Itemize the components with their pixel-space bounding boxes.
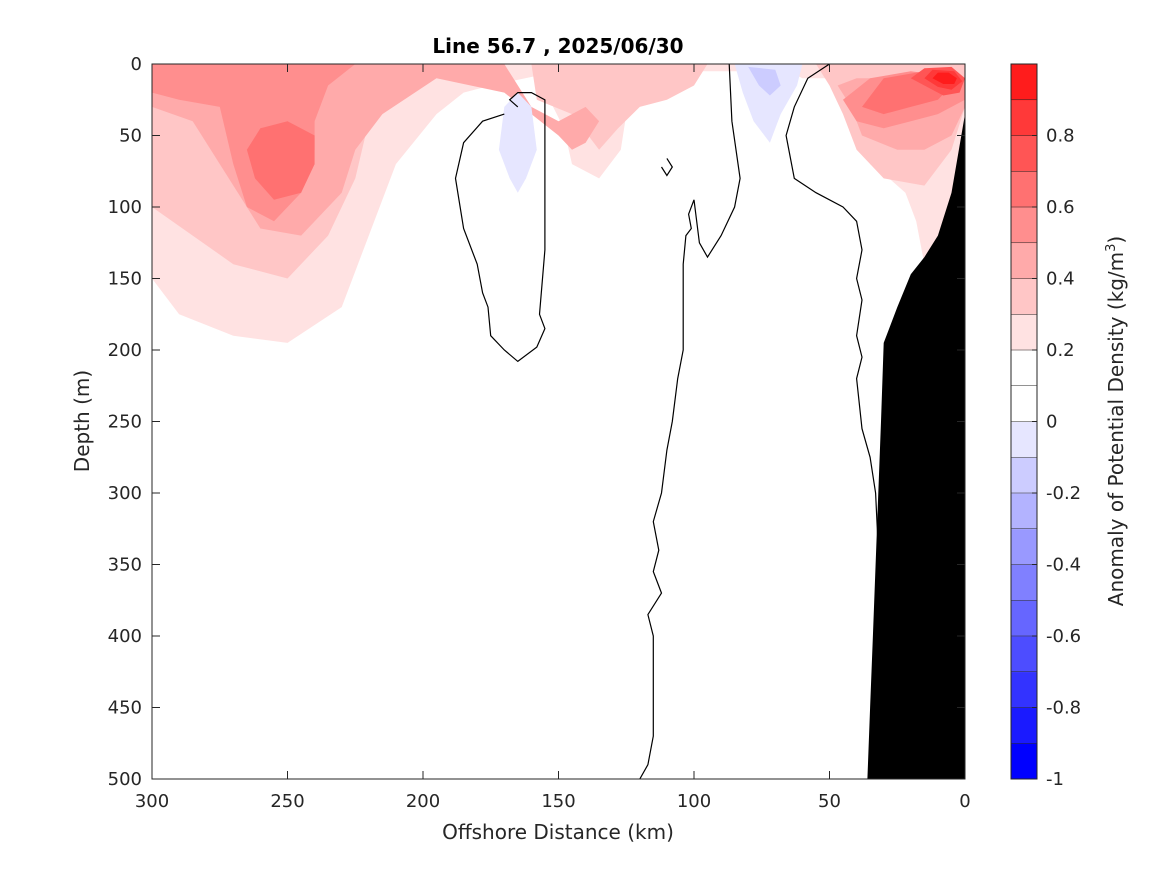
colorbar-segment [1011, 64, 1037, 101]
y-tick-label: 300 [108, 483, 142, 504]
colorbar-label-close: ) [1104, 236, 1128, 244]
colorbar-segment [1011, 421, 1037, 458]
colorbar-segment [1011, 707, 1037, 744]
x-axis-ticks: 300 250 200 150 100 50 0 [135, 64, 971, 812]
y-tick-label: 100 [108, 197, 142, 218]
y-tick-label: 200 [108, 340, 142, 361]
y-axis-label: Depth (m) [70, 370, 94, 472]
colorbar-segment [1011, 350, 1037, 387]
x-axis-label: Offshore Distance (km) [442, 820, 674, 844]
contour-fills [152, 64, 965, 615]
chart-title: Line 56.7 , 2025/06/30 [432, 34, 683, 58]
colorbar-segment [1011, 493, 1037, 530]
y-tick-label: 500 [108, 769, 142, 790]
y-tick-label: 50 [119, 126, 142, 147]
zero-contour [660, 158, 674, 177]
contour-fill-level [748, 66, 781, 96]
colorbar-segment [1011, 636, 1037, 673]
colorbar-segment [1011, 385, 1037, 422]
colorbar-tick-label: -0.4 [1046, 555, 1081, 576]
colorbar-tick-label: 0.8 [1046, 126, 1075, 147]
zero-contour [454, 91, 546, 363]
colorbar-tick-label: 0.2 [1046, 340, 1075, 361]
x-tick-label: 100 [677, 791, 711, 812]
colorbar-tick-label: -0.2 [1046, 483, 1081, 504]
contour-fill-level [498, 92, 537, 193]
colorbar-segment [1011, 600, 1037, 637]
colorbar-label-main: Anomaly of Potential Density (kg/m [1104, 252, 1128, 606]
colorbar-tick-label: 0 [1046, 412, 1057, 433]
colorbar-segment [1011, 99, 1037, 136]
colorbar-segment [1011, 278, 1037, 315]
y-axis-ticks: 0 50 100 150 200 250 300 350 400 450 500 [108, 54, 965, 790]
x-tick-label: 300 [135, 791, 169, 812]
colorbar-tick-label: -0.6 [1046, 626, 1081, 647]
colorbar: 0.8 0.6 0.4 0.2 0 -0.2 -0.4 -0.6 -0.8 -1 [1010, 63, 1081, 790]
zero-contour-lines [454, 64, 882, 779]
colorbar-tick-label: -1 [1046, 769, 1064, 790]
colorbar-segment [1011, 207, 1037, 244]
x-tick-label: 150 [541, 791, 575, 812]
contour-fill-level [246, 121, 315, 200]
colorbar-segment [1011, 242, 1037, 279]
colorbar-segment [1011, 743, 1037, 780]
colorbar-segment [1011, 528, 1037, 565]
zero-contour [639, 64, 741, 779]
x-tick-label: 50 [818, 791, 841, 812]
y-tick-label: 0 [131, 54, 142, 75]
colorbar-segment [1011, 671, 1037, 708]
y-tick-label: 250 [108, 412, 142, 433]
y-tick-label: 350 [108, 555, 142, 576]
colorbar-tick-label: 0.6 [1046, 197, 1075, 218]
y-tick-label: 400 [108, 626, 142, 647]
colorbar-tick-label: 0.4 [1046, 269, 1075, 290]
colorbar-segment [1011, 135, 1037, 172]
x-tick-label: 250 [270, 791, 304, 812]
x-tick-label: 0 [959, 791, 970, 812]
colorbar-label-sup: 3 [1104, 244, 1119, 252]
contour-fill-level [932, 72, 957, 84]
colorbar-segment [1011, 171, 1037, 208]
bathymetry-mask [867, 114, 965, 779]
colorbar-label: Anomaly of Potential Density (kg/m3) [1104, 236, 1128, 606]
colorbar-segment [1011, 457, 1037, 494]
colorbar-segment [1011, 314, 1037, 351]
zero-contour [785, 64, 882, 622]
x-tick-label: 200 [406, 791, 440, 812]
colorbar-tick-label: -0.8 [1046, 698, 1081, 719]
contour-fill-level [734, 64, 803, 143]
y-tick-label: 450 [108, 698, 142, 719]
seafloor-mask [867, 114, 965, 779]
y-tick-label: 150 [108, 269, 142, 290]
colorbar-segment [1011, 564, 1037, 601]
